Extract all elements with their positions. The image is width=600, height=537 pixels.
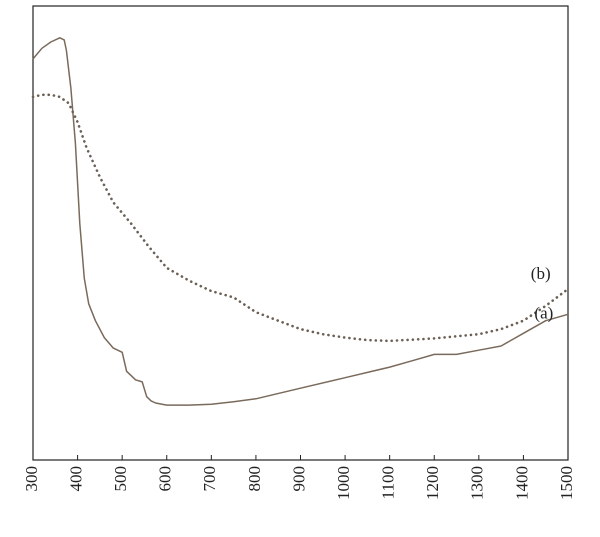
x-tick-label: 700 [200, 466, 219, 492]
x-axis: 300 400 500 600 700 800 900 1000 1100 1200 1300 140… [22, 455, 576, 500]
x-tick-label: 500 [111, 466, 130, 492]
x-tick-label: 1100 [379, 466, 398, 499]
x-tick-label: 1400 [512, 466, 531, 500]
x-tick-label: 900 [289, 466, 308, 492]
series-b-label: (b) [531, 264, 551, 283]
series-labels: (a) (b) [531, 264, 554, 322]
x-tick-label: 1500 [557, 466, 576, 500]
x-tick-label: 1300 [468, 466, 487, 500]
x-tick-label: 800 [245, 466, 264, 492]
x-tick-label: 300 [22, 466, 41, 492]
series-group [31, 37, 570, 406]
x-tick-label: 1000 [334, 466, 353, 500]
series-b-line [31, 93, 570, 343]
x-tick-label: 1200 [423, 466, 442, 500]
x-tick-label: 600 [156, 466, 175, 492]
plot-frame [32, 5, 569, 461]
x-tick-label: 400 [66, 466, 85, 492]
series-a-line [32, 37, 569, 406]
series-a-label: (a) [534, 303, 553, 322]
